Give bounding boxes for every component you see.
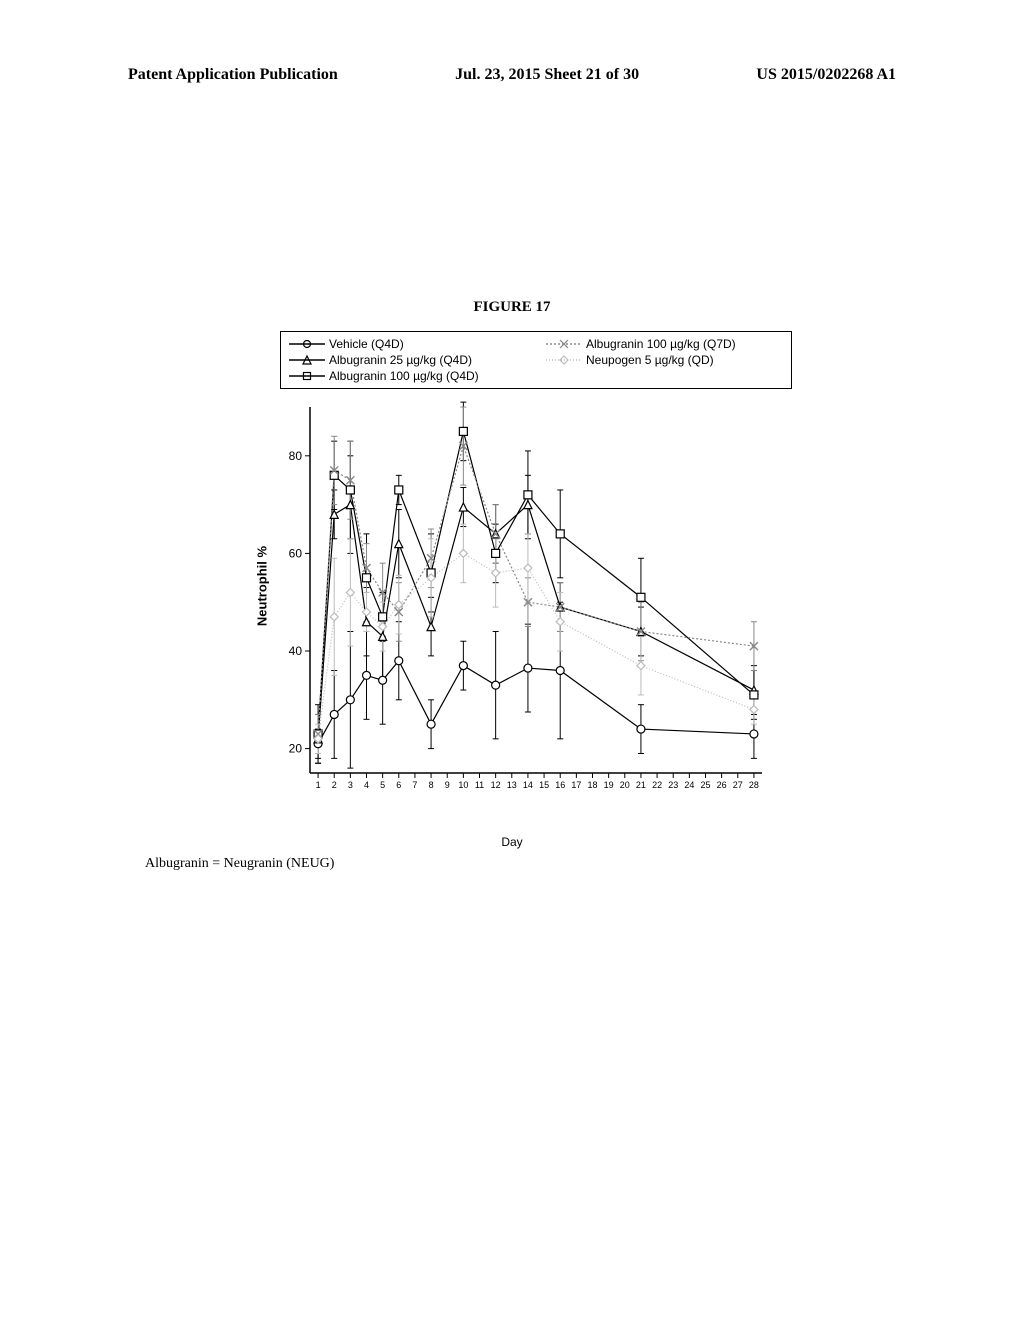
svg-text:17: 17 [571, 780, 581, 790]
svg-text:25: 25 [700, 780, 710, 790]
svg-text:22: 22 [652, 780, 662, 790]
svg-text:6: 6 [396, 780, 401, 790]
svg-text:27: 27 [733, 780, 743, 790]
legend-item: Albugranin 25 µg/kg (Q4D) [289, 353, 526, 367]
svg-text:10: 10 [458, 780, 468, 790]
svg-text:8: 8 [429, 780, 434, 790]
chart-svg: 2040608012345678910111213141516171819202… [280, 401, 770, 801]
legend-item: Vehicle (Q4D) [289, 337, 526, 351]
legend-item: Albugranin 100 µg/kg (Q4D) [289, 369, 526, 383]
chart-legend: Vehicle (Q4D) Albugranin 100 µg/kg (Q7D) A… [280, 331, 792, 389]
svg-text:60: 60 [289, 546, 303, 560]
y-axis-label: Neutrophil % [255, 546, 270, 626]
chart-container: Vehicle (Q4D) Albugranin 100 µg/kg (Q7D) A… [232, 331, 792, 841]
header-left: Patent Application Publication [128, 66, 338, 84]
svg-text:11: 11 [475, 780, 484, 790]
svg-text:7: 7 [412, 780, 417, 790]
svg-text:20: 20 [620, 780, 630, 790]
svg-text:21: 21 [636, 780, 646, 790]
svg-text:28: 28 [749, 780, 759, 790]
legend-label: Albugranin 100 µg/kg (Q4D) [329, 369, 479, 383]
legend-item: Neupogen 5 µg/kg (QD) [546, 353, 783, 367]
svg-text:12: 12 [491, 780, 501, 790]
svg-text:3: 3 [348, 780, 353, 790]
x-axis-label: Day [501, 835, 522, 849]
svg-text:26: 26 [717, 780, 727, 790]
header-right: US 2015/0202268 A1 [756, 66, 896, 84]
svg-text:18: 18 [587, 780, 597, 790]
legend-label: Albugranin 25 µg/kg (Q4D) [329, 353, 472, 367]
svg-text:1: 1 [316, 780, 321, 790]
figure-title: FIGURE 17 [0, 299, 1024, 316]
legend-item: Albugranin 100 µg/kg (Q7D) [546, 337, 783, 351]
svg-text:19: 19 [604, 780, 614, 790]
svg-text:5: 5 [380, 780, 385, 790]
legend-label: Neupogen 5 µg/kg (QD) [586, 353, 714, 367]
svg-text:24: 24 [684, 780, 694, 790]
svg-text:20: 20 [289, 742, 303, 756]
svg-text:4: 4 [364, 780, 369, 790]
page-header: Patent Application Publication Jul. 23, … [0, 0, 1024, 84]
svg-text:80: 80 [289, 449, 303, 463]
svg-text:15: 15 [539, 780, 549, 790]
header-center: Jul. 23, 2015 Sheet 21 of 30 [455, 66, 639, 84]
footnote: Albugranin = Neugranin (NEUG) [145, 856, 1024, 872]
svg-text:23: 23 [668, 780, 678, 790]
legend-label: Albugranin 100 µg/kg (Q7D) [586, 337, 736, 351]
svg-text:16: 16 [555, 780, 565, 790]
plot-area: 2040608012345678910111213141516171819202… [280, 401, 770, 801]
svg-text:13: 13 [507, 780, 517, 790]
svg-text:14: 14 [523, 780, 533, 790]
svg-text:9: 9 [445, 780, 450, 790]
legend-label: Vehicle (Q4D) [329, 337, 404, 351]
svg-text:2: 2 [332, 780, 337, 790]
svg-text:40: 40 [289, 644, 303, 658]
